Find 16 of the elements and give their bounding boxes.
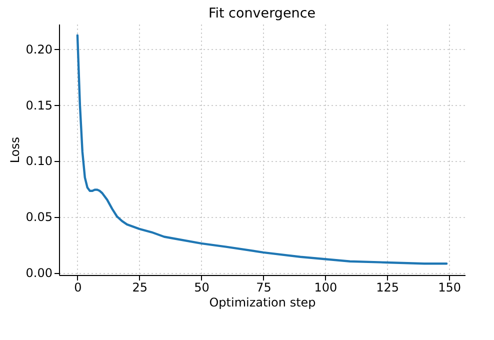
y-tick-label: 0.05 [26,210,52,224]
y-tick-label: 0.10 [26,154,52,168]
x-tick-label: 0 [74,280,82,294]
x-tick-label: 50 [194,280,210,294]
y-tick-label: 0.00 [26,266,52,280]
x-axis-title: Optimization step [209,296,316,310]
x-tick-label: 25 [132,280,148,294]
x-tick-label: 125 [376,280,400,294]
x-tick-label: 100 [314,280,338,294]
chart-title: Fit convergence [208,6,316,22]
x-tick-label: 75 [256,280,272,294]
y-axis-title: Loss [8,136,22,164]
y-tick-label: 0.20 [26,42,52,56]
y-tick-label: 0.15 [26,98,52,112]
x-tick-label: 150 [438,280,461,294]
line-series [76,34,448,265]
